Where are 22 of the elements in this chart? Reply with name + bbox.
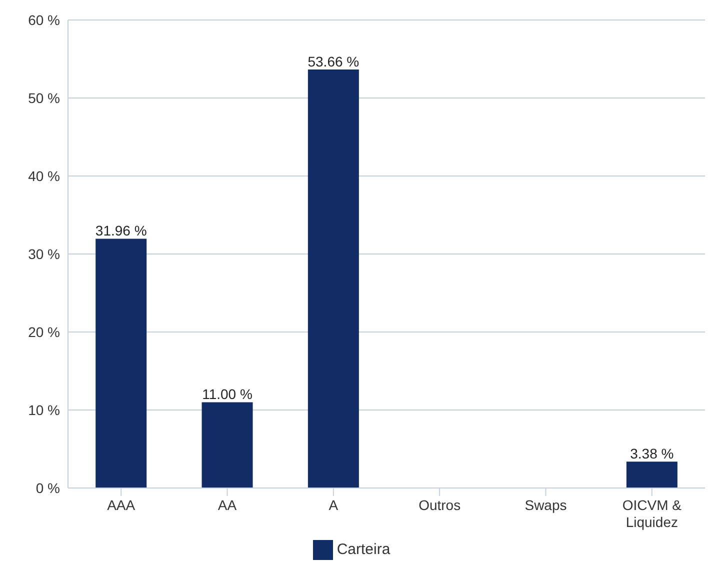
data-label: 3.38 % [630,446,674,462]
y-tick-label: 60 % [28,12,60,28]
y-tick-label: 40 % [28,168,60,184]
bar [202,402,253,488]
y-tick-label: 10 % [28,402,60,418]
x-tick-label: OICVM & Liquidez [622,497,682,530]
y-tick-label: 50 % [28,90,60,106]
data-label: 53.66 % [308,53,360,70]
x-tick-label: AA [218,497,238,513]
y-tick-label: 0 % [36,480,60,496]
bar [308,69,359,488]
x-tick-label: A [328,497,339,513]
x-tick-label: AAA [107,497,136,513]
y-tick-label: 20 % [28,324,60,340]
x-tick-label: Outros [418,497,461,513]
x-tick-label: Swaps [524,497,567,513]
bar [96,238,147,488]
data-label: 11.00 % [202,386,252,402]
legend-label: Carteira [336,540,390,558]
bar [626,462,678,488]
y-tick-label: 30 % [28,246,60,262]
data-label: 31.96 % [95,222,147,239]
